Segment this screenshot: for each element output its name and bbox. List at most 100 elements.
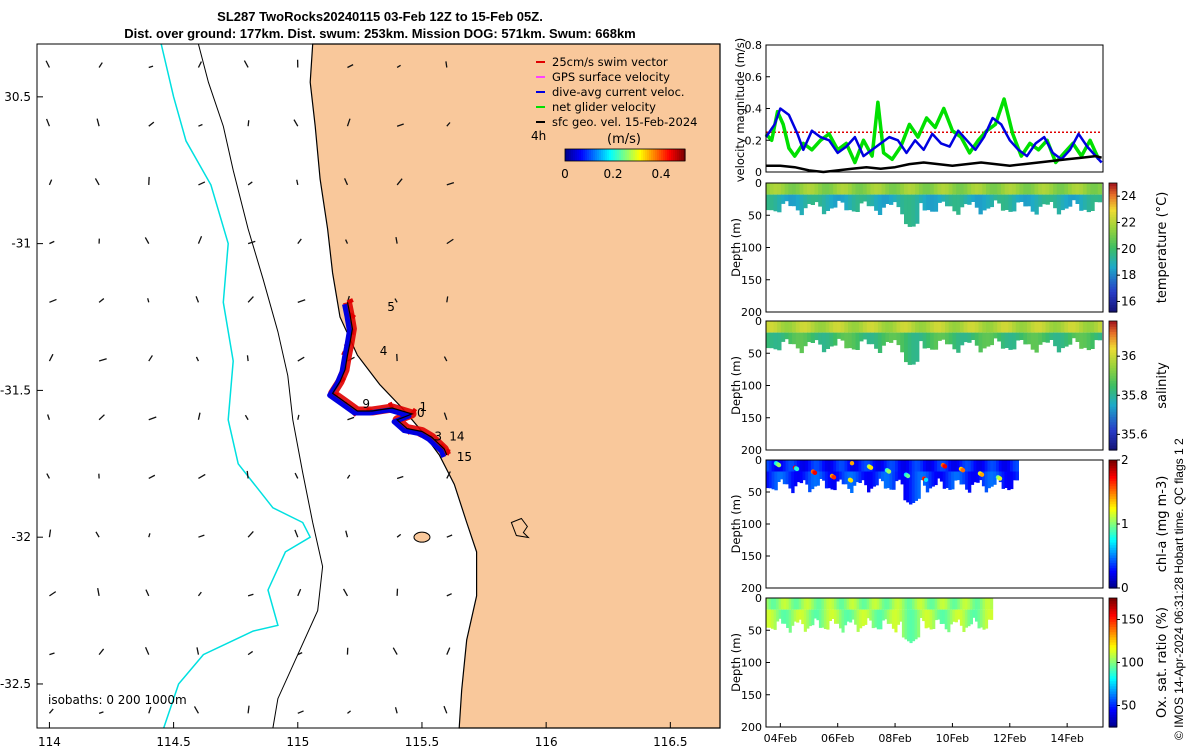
chl-sample-dot [794,466,800,472]
profile-cell [818,332,823,345]
x-tick-label: 116 [535,735,558,749]
profile-cell [892,321,898,333]
depth-ylabel: Depth (m) [729,495,743,554]
profile-cell [915,183,920,195]
geo-vector [297,299,306,303]
colorbar-cell [1109,226,1117,231]
profile-cell [1008,194,1013,212]
profile-cell [1041,321,1047,333]
profile-cell [1053,194,1058,209]
profile-cell [1030,321,1035,333]
colorbar-cell [671,149,674,161]
profile-cell [791,460,795,472]
profile-cell [1079,183,1084,195]
profile-cell [1064,194,1069,209]
x-tick-label: 115.5 [405,735,439,749]
geo-vector [247,181,253,186]
x-tick-label: 116.5 [653,735,687,749]
profile-cell [914,460,918,472]
profile-cell [796,460,801,472]
profile-cell [788,609,792,633]
profile-cell [777,332,782,351]
profile-cell [974,194,980,208]
profile-cell [861,460,865,472]
geo-vector [443,356,448,362]
colorbar-cell [1109,623,1117,627]
profile-cell [1086,194,1091,213]
profile-cell [807,321,812,333]
colorbar-cell [1109,672,1117,676]
profile-cell [984,471,989,493]
profile-cell [773,194,778,212]
profile-cell [855,321,860,333]
profile-cell [791,598,795,610]
y-tick-label: -32.5 [0,677,31,691]
profile-cell [993,332,998,339]
profile-cell [1027,194,1032,207]
geo-vector [148,416,157,421]
glider-track-line [331,302,448,456]
colorbar-cell [1109,618,1117,622]
profile-cell [900,194,905,215]
profile-cell [896,321,901,333]
profile-cell [795,194,801,211]
colorbar-cell [1109,498,1117,502]
profile-cell [1027,183,1032,195]
profile-cell [766,332,771,349]
profile-cell [1045,194,1050,205]
profile-cell [1034,183,1039,195]
colorbar-cell [1109,570,1117,574]
chl-sample-dot [997,476,1003,481]
profile-cell [822,471,826,481]
profile-cell [859,332,864,342]
profile-cell [953,471,958,481]
profile-cell [1004,321,1009,333]
profile-cell [1023,183,1028,195]
profile-cell [897,471,902,480]
colorbar-cell [1109,678,1117,682]
profile-cell [793,598,797,610]
profile-cell [848,183,853,195]
profile-cell [785,471,789,485]
y-tick-label: 0 [755,315,762,328]
profile-cell [952,609,956,622]
profile-cell [1034,194,1039,215]
geo-vector [94,178,100,186]
profile-cell [866,183,871,195]
profile-cell [1015,183,1021,195]
profile-cell [906,460,910,472]
profile-cell [799,194,804,216]
colorbar-cell [1109,659,1117,664]
profile-cell [978,194,983,215]
geo-vector [195,296,200,303]
profile-cell [1000,321,1006,333]
profile-cell [889,321,894,333]
profile-cell [917,598,921,610]
profile-cell [825,321,830,333]
colorbar-cell [1109,644,1117,648]
colorbar-cell [1109,419,1117,423]
profile-cell [987,471,991,489]
profile-cell [881,321,886,333]
colorbar-cell [1109,472,1117,476]
profile-cell [982,183,987,195]
profile-cell [805,460,809,472]
profile-cell [903,460,907,472]
colorbar-tick-label: 150 [1121,613,1144,627]
profile-cell [1097,321,1103,333]
colorbar-cell [621,149,624,161]
colorbar-cell [1109,554,1117,558]
colorbar-cell [1109,252,1117,256]
colorbar-cell [1109,275,1117,280]
profile-cell [796,609,800,623]
profile-cell [948,460,952,472]
colorbar-cell [649,149,652,161]
profile-cell [982,598,986,610]
profile-cell [922,609,926,622]
geo-vector [296,179,299,186]
profile-cell [848,321,853,333]
profile-cell [975,598,979,610]
colorbar-tick-label: 50 [1121,699,1136,713]
profile-cell [892,183,898,195]
profile-cell [1030,183,1035,195]
